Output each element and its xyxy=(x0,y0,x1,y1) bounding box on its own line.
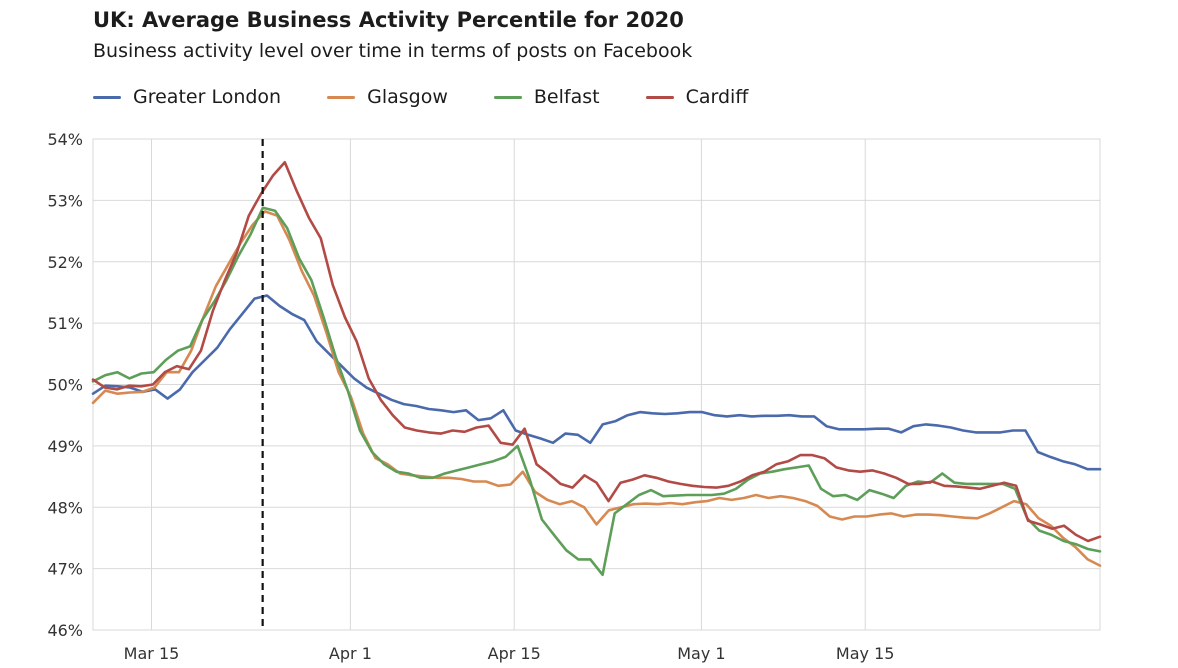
y-tick-label: 47% xyxy=(47,560,83,579)
legend-item-greater-london[interactable]: Greater London xyxy=(93,86,281,108)
legend-swatch-glasgow xyxy=(327,95,356,99)
x-tick-label: May 15 xyxy=(836,644,895,663)
y-tick-label: 48% xyxy=(47,498,83,517)
legend: Greater London Glasgow Belfast Cardiff xyxy=(93,86,794,108)
series-line-glasgow xyxy=(91,210,1102,567)
legend-label-cardiff: Cardiff xyxy=(685,86,749,108)
y-tick-label: 51% xyxy=(47,314,83,333)
x-tick-label: Mar 15 xyxy=(124,644,180,663)
y-tick-label: 49% xyxy=(47,437,83,456)
series-line-belfast xyxy=(91,206,1102,577)
x-tick-label: May 1 xyxy=(677,644,725,663)
legend-swatch-belfast xyxy=(493,95,522,99)
legend-label-glasgow: Glasgow xyxy=(367,86,448,108)
legend-swatch-greater-london xyxy=(93,95,121,99)
series-line-greater-london xyxy=(91,294,1102,471)
y-tick-label: 50% xyxy=(47,376,83,395)
y-tick-label: 52% xyxy=(47,253,83,272)
chart-title: UK: Average Business Activity Percentile… xyxy=(93,8,684,32)
legend-item-glasgow[interactable]: Glasgow xyxy=(327,86,448,108)
x-tick-label: Apr 15 xyxy=(488,644,541,663)
y-tick-label: 53% xyxy=(47,191,83,210)
x-tick-label: Apr 1 xyxy=(329,644,372,663)
legend-label-belfast: Belfast xyxy=(533,86,600,108)
series-line-cardiff xyxy=(91,161,1102,543)
legend-swatch-cardiff xyxy=(645,95,674,99)
y-tick-label: 46% xyxy=(47,621,83,640)
legend-item-belfast[interactable]: Belfast xyxy=(493,86,600,108)
plot-frame xyxy=(92,138,1101,631)
y-tick-label: 54% xyxy=(47,130,83,149)
legend-label-greater-london: Greater London xyxy=(133,86,282,108)
legend-item-cardiff[interactable]: Cardiff xyxy=(645,86,749,108)
chart-subtitle: Business activity level over time in ter… xyxy=(93,40,693,62)
